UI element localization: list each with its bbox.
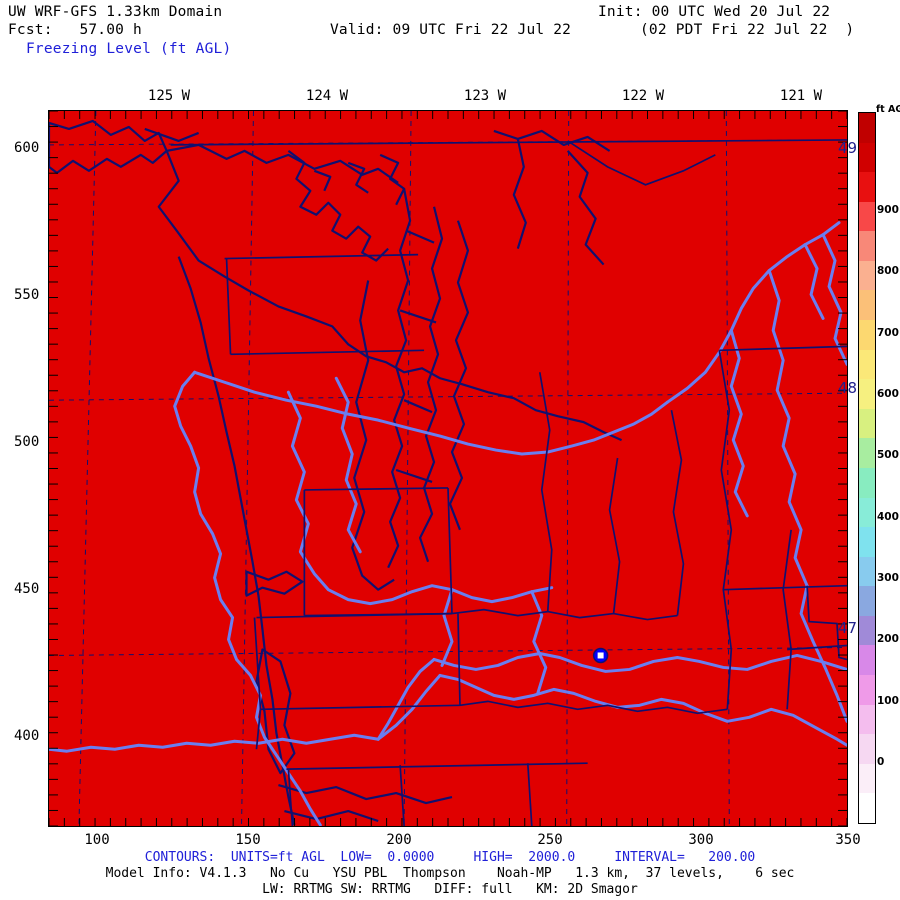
x-tick-label: 300 bbox=[688, 832, 714, 848]
lon-tick-label: 121 W bbox=[779, 88, 823, 104]
colorbar-segment bbox=[859, 645, 875, 675]
rivers bbox=[49, 221, 847, 826]
x-tick-label: 150 bbox=[235, 832, 261, 848]
colorbar-segment bbox=[859, 467, 875, 498]
model-info: Model Info: V4.1.3 No Cu YSU PBL Thompso… bbox=[105, 866, 795, 881]
colorbar-tick-label: 500 bbox=[877, 449, 899, 462]
colorbar-segment bbox=[859, 615, 875, 646]
lon-tick-label: 124 W bbox=[305, 88, 349, 104]
colorbar-segment bbox=[859, 290, 875, 321]
init-time: Init: 00 UTC Wed 20 Jul 22 bbox=[598, 4, 831, 20]
colorbar-segment bbox=[859, 142, 875, 173]
lon-tick-label: 122 W bbox=[621, 88, 665, 104]
colorbar-segment bbox=[859, 113, 875, 143]
colorbar-tick-label: 700 bbox=[877, 326, 899, 339]
colorbar-tick-label: 600 bbox=[877, 388, 899, 400]
colorbar-tick-label: 100 bbox=[877, 694, 899, 707]
colorbar-segment bbox=[859, 231, 875, 261]
colorbar-segment bbox=[859, 734, 875, 764]
map-plot-area[interactable] bbox=[48, 110, 848, 827]
plot-ticks bbox=[49, 111, 847, 826]
colorbar-tick-label: 0 bbox=[877, 756, 885, 768]
colorbar-segment bbox=[859, 260, 875, 291]
physics-info: LW: RRTMG SW: RRTMG DIFF: full KM: 2D Sm… bbox=[262, 882, 638, 897]
colorbar-tick-label: 300 bbox=[877, 572, 899, 584]
colorbar-title: ft AGL bbox=[876, 104, 900, 115]
colorbar-segment bbox=[859, 201, 875, 232]
lon-tick-label: 123 W bbox=[463, 88, 507, 104]
x-tick-label: 250 bbox=[537, 832, 563, 848]
local-time: (02 PDT Fri 22 Jul 22 ) bbox=[640, 22, 855, 38]
y-tick-label: 500 bbox=[14, 434, 40, 450]
county-boundaries bbox=[170, 139, 847, 826]
y-tick-label: 600 bbox=[14, 140, 40, 156]
colorbar-segment bbox=[859, 349, 875, 380]
x-tick-label: 200 bbox=[386, 832, 412, 848]
header: UW WRF-GFS 1.33km Domain Init: 00 UTC We… bbox=[0, 0, 900, 60]
colorbar-segment bbox=[859, 438, 875, 468]
colorbar[interactable] bbox=[858, 112, 876, 824]
valid-time: Valid: 09 UTC Fri 22 Jul 22 bbox=[330, 22, 572, 38]
x-tick-label: 350 bbox=[835, 832, 861, 848]
colorbar-segment bbox=[859, 556, 875, 587]
colorbar-tick-label: 200 bbox=[877, 633, 899, 646]
lon-tick-label: 125 W bbox=[147, 88, 191, 104]
colorbar-segment bbox=[859, 674, 875, 705]
colorbar-segment bbox=[859, 408, 875, 439]
y-tick-label: 550 bbox=[14, 287, 40, 303]
colorbar-segment bbox=[859, 320, 875, 350]
colorbar-segment bbox=[859, 172, 875, 202]
field-name-label: Freezing Level (ft AGL) bbox=[26, 41, 232, 57]
y-tick-label: 400 bbox=[14, 728, 40, 744]
contours-info: CONTOURS: UNITS=ft AGL LOW= 0.0000 HIGH=… bbox=[144, 850, 756, 865]
colorbar-tick-label: 400 bbox=[877, 510, 899, 523]
colorbar-segment bbox=[859, 379, 875, 409]
colorbar-tick-label: 900 bbox=[877, 204, 899, 216]
site-marker[interactable] bbox=[592, 647, 609, 664]
colorbar-segment bbox=[859, 793, 875, 823]
model-title: UW WRF-GFS 1.33km Domain bbox=[8, 4, 223, 20]
colorbar-segment bbox=[859, 704, 875, 735]
y-tick-label: 450 bbox=[14, 581, 40, 597]
colorbar-segment bbox=[859, 527, 875, 557]
colorbar-tick-label: 800 bbox=[877, 265, 899, 278]
coastline bbox=[49, 119, 623, 826]
colorbar-segment bbox=[859, 497, 875, 528]
x-tick-label: 100 bbox=[84, 832, 110, 848]
map-canvas bbox=[49, 111, 847, 826]
forecast-hour: Fcst: 57.00 h bbox=[8, 22, 142, 38]
colorbar-segment bbox=[859, 586, 875, 616]
colorbar-segment bbox=[859, 763, 875, 794]
